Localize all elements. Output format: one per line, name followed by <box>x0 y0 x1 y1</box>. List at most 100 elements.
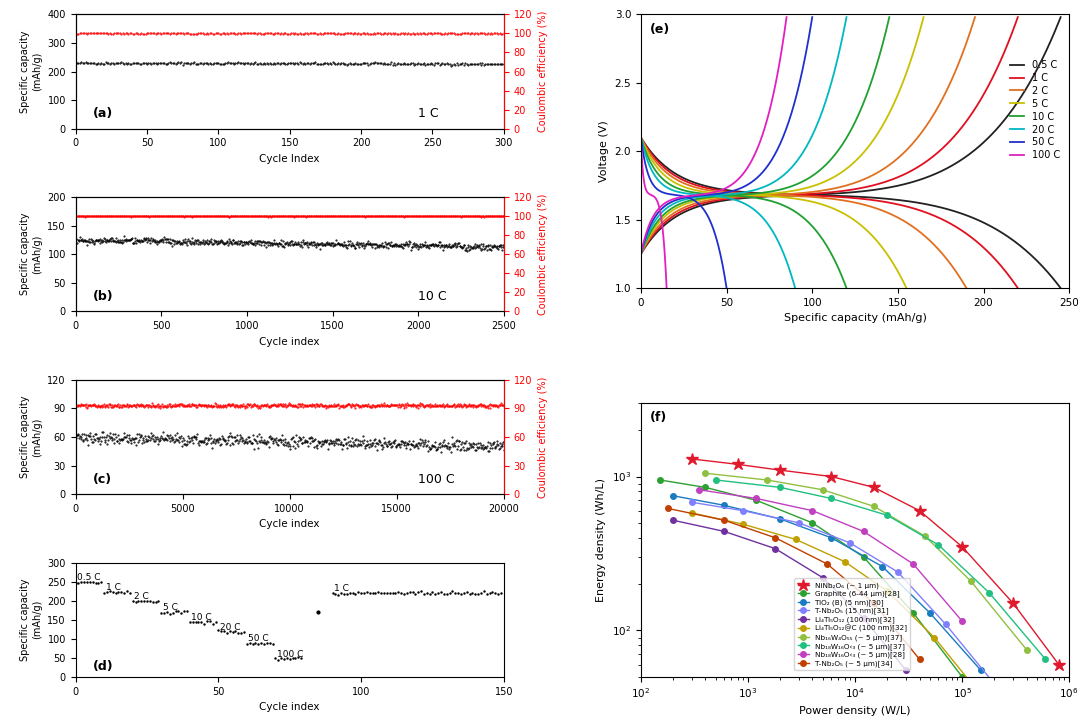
Li₄Ti₅O₁₂ (100 nm)[32] <box>900 666 913 675</box>
Line: 0.5 C: 0.5 C <box>640 138 1061 288</box>
Graphite (6-44 μm)[28] <box>806 518 819 527</box>
Line: Li₄Ti₅O₁₂ (100 nm)[32]: Li₄Ti₅O₁₂ (100 nm)[32] <box>671 518 909 673</box>
2 C <box>960 284 973 292</box>
Nb₁₆W₄O₅₅ (~ 5 μm)[37] <box>816 485 829 494</box>
1 C <box>636 135 649 144</box>
Graphite (6-44 μm)[28] <box>956 672 969 681</box>
Nb₁₈W₁₆O‹₃ (~ 5 μm)[28] <box>750 494 762 503</box>
X-axis label: Cycle index: Cycle index <box>259 702 320 712</box>
T-Nb₂O₅ (~ 5 μm)[34] <box>718 516 731 525</box>
T-Nb₂O₅ (15 nm)[31] <box>686 498 699 507</box>
Line: Nb₁₈W₁₆O‹₃ (~ 5 μm)[37]: Nb₁₈W₁₆O‹₃ (~ 5 μm)[37] <box>713 477 1049 662</box>
NiNb₂O₆ (~ 1 μm) <box>867 483 880 492</box>
Li₄Ti₅O₁₂ (100 nm)[32] <box>718 527 731 536</box>
NiNb₂O₆ (~ 1 μm) <box>1007 599 1020 608</box>
0.5 C <box>1015 243 1028 251</box>
Nb₁₈W₁₆O‹₃ (~ 5 μm)[28] <box>806 506 819 515</box>
Line: 10 C: 10 C <box>640 138 847 288</box>
Line: 50 C: 50 C <box>640 138 727 288</box>
0.5 C <box>636 135 649 144</box>
50 C <box>686 195 699 204</box>
Graphite (6-44 μm)[28] <box>858 553 870 562</box>
Line: 100 C: 100 C <box>640 138 666 288</box>
T-Nb₂O₅ (~ 5 μm)[34] <box>867 599 880 608</box>
5 C <box>900 284 913 292</box>
Line: 20 C: 20 C <box>640 138 795 288</box>
10 C <box>756 194 769 203</box>
Y-axis label: Voltage (V): Voltage (V) <box>599 120 609 182</box>
Li₄Ti₅O₁₂ (100 nm)[32] <box>858 614 870 623</box>
Text: 100 C: 100 C <box>276 649 303 659</box>
Y-axis label: Coulombic efficiency (%): Coulombic efficiency (%) <box>538 11 548 132</box>
NiNb₂O₆ (~ 1 μm) <box>773 466 786 474</box>
20 C <box>729 196 742 204</box>
5 C <box>635 135 648 144</box>
X-axis label: Power density (W/L): Power density (W/L) <box>799 706 910 716</box>
10 C <box>635 135 648 144</box>
Line: Nb₁₆W₄O₅₅ (~ 5 μm)[37]: Nb₁₆W₄O₅₅ (~ 5 μm)[37] <box>703 470 1029 652</box>
X-axis label: Specific capacity (mAh/g): Specific capacity (mAh/g) <box>784 313 927 323</box>
Legend: NiNb₂O₆ (~ 1 μm), Graphite (6-44 μm)[28], TiO₂ (B) (5 nm)[30], T-Nb₂O₅ (15 nm)[3: NiNb₂O₆ (~ 1 μm), Graphite (6-44 μm)[28]… <box>795 578 910 670</box>
Y-axis label: Specific capacity
(mAh/g): Specific capacity (mAh/g) <box>21 213 42 295</box>
50 C <box>712 243 725 251</box>
Text: (e): (e) <box>649 22 670 35</box>
Line: Nb₁₈W₁₆O‹₃ (~ 5 μm)[28]: Nb₁₈W₁₆O‹₃ (~ 5 μm)[28] <box>697 487 964 624</box>
20 C <box>726 194 739 203</box>
Nb₁₈W₁₆O‹₃ (~ 5 μm)[37] <box>932 541 945 549</box>
Li₄Ti₅O₁₂@C (100 nm)[32] <box>686 508 699 517</box>
TiO₂ (B) (5 nm)[30] <box>666 492 679 500</box>
Li₄Ti₅O₁₂@C (100 nm)[32] <box>789 535 802 544</box>
NiNb₂O₆ (~ 1 μm) <box>1052 660 1065 669</box>
0.5 C <box>891 196 904 204</box>
Li₄Ti₅O₁₂@C (100 nm)[32] <box>974 690 987 699</box>
TiO₂ (B) (5 nm)[30] <box>825 534 838 542</box>
5 C <box>792 194 805 203</box>
Nb₁₈W₁₆O‹₃ (~ 5 μm)[28] <box>907 559 920 568</box>
Nb₁₈W₁₆O‹₃ (~ 5 μm)[28] <box>692 485 705 494</box>
Line: 1 C: 1 C <box>640 138 1017 288</box>
Line: T-Nb₂O₅ (~ 5 μm)[34]: T-Nb₂O₅ (~ 5 μm)[34] <box>665 505 922 662</box>
NiNb₂O₆ (~ 1 μm) <box>825 472 838 481</box>
Nb₁₈W₁₆O‹₃ (~ 5 μm)[37] <box>825 494 838 503</box>
2 C <box>827 194 840 203</box>
T-Nb₂O₅ (15 nm)[31] <box>737 506 750 515</box>
Nb₁₈W₁₆O‹₃ (~ 5 μm)[37] <box>773 483 786 492</box>
20 C <box>765 224 778 233</box>
Text: 100 C: 100 C <box>418 472 455 486</box>
0.5 C <box>988 224 1001 233</box>
Li₄Ti₅O₁₂@C (100 nm)[32] <box>928 633 941 642</box>
Graphite (6-44 μm)[28] <box>907 608 920 617</box>
Line: NiNb₂O₆ (~ 1 μm): NiNb₂O₆ (~ 1 μm) <box>686 453 1065 671</box>
Y-axis label: Coulombic efficiency (%): Coulombic efficiency (%) <box>538 194 548 315</box>
0.5 C <box>1054 284 1067 292</box>
T-Nb₂O₅ (15 nm)[31] <box>793 518 806 527</box>
Text: (d): (d) <box>93 660 113 673</box>
Nb₁₈W₁₆O‹₃ (~ 5 μm)[37] <box>881 511 894 520</box>
0.5 C <box>634 133 647 142</box>
Nb₁₆W₄O₅₅ (~ 5 μm)[37] <box>867 502 880 510</box>
Legend: 0.5 C, 1 C, 2 C, 5 C, 10 C, 20 C, 50 C, 100 C: 0.5 C, 1 C, 2 C, 5 C, 10 C, 20 C, 50 C, … <box>1005 56 1064 164</box>
T-Nb₂O₅ (~ 5 μm)[34] <box>821 559 834 568</box>
T-Nb₂O₅ (15 nm)[31] <box>891 567 904 576</box>
20 C <box>774 243 787 251</box>
10 C <box>760 196 773 204</box>
T-Nb₂O₅ (15 nm)[31] <box>843 539 856 547</box>
100 C <box>635 135 648 144</box>
TiO₂ (B) (5 nm)[30] <box>718 501 731 510</box>
2 C <box>634 133 647 142</box>
Line: Li₄Ti₅O₁₂@C (100 nm)[32]: Li₄Ti₅O₁₂@C (100 nm)[32] <box>689 510 984 698</box>
100 C <box>650 194 663 203</box>
10 C <box>634 133 647 142</box>
100 C <box>658 243 671 251</box>
NiNb₂O₆ (~ 1 μm) <box>686 454 699 463</box>
20 C <box>788 284 801 292</box>
Line: TiO₂ (B) (5 nm)[30]: TiO₂ (B) (5 nm)[30] <box>671 493 984 673</box>
Nb₁₈W₁₆O‹₃ (~ 5 μm)[37] <box>1039 655 1052 664</box>
NiNb₂O₆ (~ 1 μm) <box>956 542 969 551</box>
1 C <box>858 194 870 203</box>
Graphite (6-44 μm)[28] <box>653 476 666 485</box>
Y-axis label: Coulombic efficiency (%): Coulombic efficiency (%) <box>538 377 548 498</box>
50 C <box>706 224 719 233</box>
Li₄Ti₅O₁₂@C (100 nm)[32] <box>838 557 851 566</box>
20 C <box>726 195 739 204</box>
